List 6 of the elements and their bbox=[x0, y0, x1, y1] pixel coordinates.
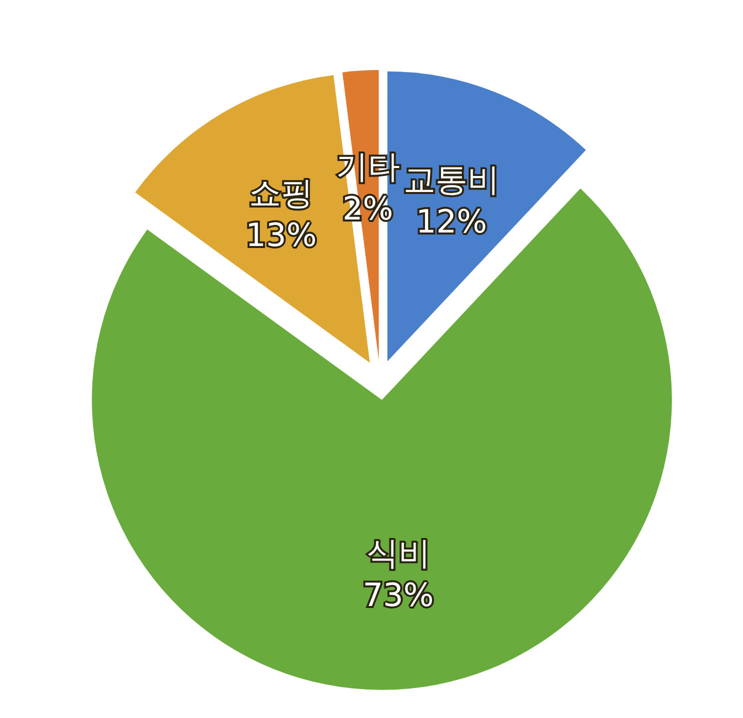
data-label: 73% bbox=[362, 576, 434, 614]
slice-label: 교통비 bbox=[403, 160, 500, 199]
slice-label: 쇼핑 bbox=[249, 174, 314, 212]
data-label: 12% bbox=[416, 202, 487, 241]
slice-label: 식비 bbox=[366, 534, 430, 572]
data-label: 13% bbox=[246, 216, 317, 254]
